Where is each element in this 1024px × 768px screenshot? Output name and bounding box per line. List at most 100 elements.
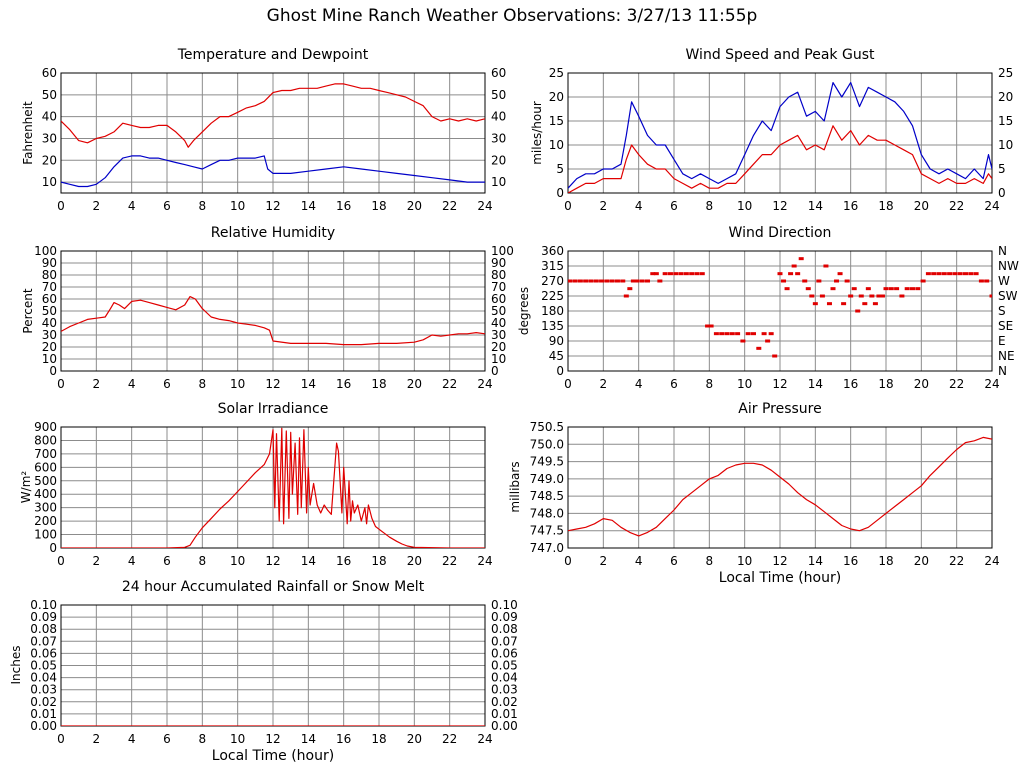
y-tick-label: 100 [34, 244, 57, 258]
series-line-relative-humidity [61, 296, 485, 346]
data-point [657, 279, 663, 283]
x-tick-label: 4 [128, 554, 136, 568]
y-tick-label: 0.09 [30, 610, 57, 624]
x-tick-label: 10 [737, 554, 752, 568]
data-point [855, 309, 861, 313]
data-point [630, 279, 636, 283]
y-axis-label: Percent [21, 288, 35, 333]
y-tick-label: 50 [42, 88, 57, 102]
y-axis-label: millibars [508, 461, 522, 512]
x-tick-label: 4 [635, 554, 643, 568]
right-y-tick-label: 90 [491, 256, 506, 270]
y-axis-label: W/m² [19, 471, 33, 504]
data-point [920, 279, 926, 283]
data-point [689, 272, 695, 276]
x-tick-label: 16 [843, 554, 858, 568]
right-y-tick-label: 50 [491, 304, 506, 318]
right-y-tick-label: 10 [491, 175, 506, 189]
y-tick-label: 25 [549, 66, 564, 80]
data-point [883, 287, 889, 291]
right-y-tick-label: W [998, 274, 1010, 288]
data-point [925, 272, 931, 276]
data-point [989, 294, 992, 298]
right-y-tick-label: 70 [491, 280, 506, 294]
y-tick-label: 20 [42, 340, 57, 354]
data-point [650, 272, 656, 276]
y-tick-label: 0.05 [30, 659, 57, 673]
x-tick-label: 22 [442, 554, 457, 568]
y-tick-label: 360 [541, 244, 564, 258]
y-tick-label: 15 [549, 114, 564, 128]
plot-frame [567, 250, 993, 372]
x-tick-label: 8 [199, 377, 207, 391]
x-tick-label: 20 [407, 377, 422, 391]
data-point [963, 272, 968, 276]
data-point [869, 294, 875, 298]
y-tick-label: 0.01 [30, 707, 57, 721]
x-tick-label: 2 [93, 732, 101, 746]
y-tick-label: 748.0 [530, 506, 564, 520]
right-y-tick-label: 20 [491, 153, 506, 167]
x-tick-label: 6 [163, 554, 171, 568]
y-tick-label: 749.5 [530, 455, 564, 469]
x-tick-label: 20 [407, 732, 422, 746]
x-tick-label: 4 [128, 377, 136, 391]
y-tick-label: 5 [556, 162, 564, 176]
x-tick-label: 18 [371, 199, 386, 213]
data-point [888, 287, 894, 291]
data-point [915, 287, 921, 291]
data-point [862, 302, 868, 306]
data-point [978, 279, 984, 283]
y-tick-label: 30 [42, 131, 57, 145]
right-y-tick-label: 0 [998, 186, 1006, 200]
x-tick-label: 2 [600, 199, 608, 213]
y-tick-label: 0 [49, 541, 57, 555]
data-point [788, 272, 794, 276]
x-tick-label: 6 [670, 377, 678, 391]
x-tick-label: 10 [230, 732, 245, 746]
data-point [968, 272, 974, 276]
data-point [583, 279, 589, 283]
data-point [931, 272, 937, 276]
data-point [781, 279, 787, 283]
data-point [735, 332, 741, 336]
y-tick-label: 300 [34, 501, 57, 515]
x-tick-label: 22 [949, 554, 964, 568]
chart-title: Temperature and Dewpoint [177, 47, 369, 63]
data-point [841, 302, 847, 306]
plot-frame [60, 426, 486, 549]
data-point [604, 279, 610, 283]
x-tick-label: 10 [230, 377, 245, 391]
chart-title: Air Pressure [738, 401, 821, 417]
x-tick-label: 14 [808, 554, 823, 568]
page-title: Ghost Mine Ranch Weather Observations: 3… [266, 6, 758, 26]
data-point [699, 272, 705, 276]
x-tick-label: 8 [199, 732, 207, 746]
y-tick-label: 20 [549, 90, 564, 104]
y-tick-label: 270 [541, 274, 564, 288]
x-tick-label: 10 [737, 199, 752, 213]
data-point [858, 294, 864, 298]
x-tick-label: 12 [772, 377, 787, 391]
y-tick-label: 748.5 [530, 489, 564, 503]
y-tick-label: 10 [549, 138, 564, 152]
y-tick-label: 70 [42, 280, 57, 294]
y-tick-label: 500 [34, 474, 57, 488]
x-tick-label: 6 [163, 732, 171, 746]
x-tick-label: 2 [600, 377, 608, 391]
right-y-tick-label: 0.06 [491, 646, 518, 660]
y-tick-label: 80 [42, 268, 57, 282]
data-point [830, 287, 836, 291]
x-tick-label: 24 [984, 377, 999, 391]
x-tick-label: 6 [670, 199, 678, 213]
y-tick-label: 60 [42, 292, 57, 306]
y-axis-label: Fahrenheit [21, 101, 35, 165]
x-tick-label: 14 [301, 199, 316, 213]
x-tick-label: 12 [265, 554, 280, 568]
data-point [751, 332, 756, 336]
data-point [826, 302, 832, 306]
right-y-tick-label: NE [998, 349, 1015, 363]
data-point [634, 279, 640, 283]
